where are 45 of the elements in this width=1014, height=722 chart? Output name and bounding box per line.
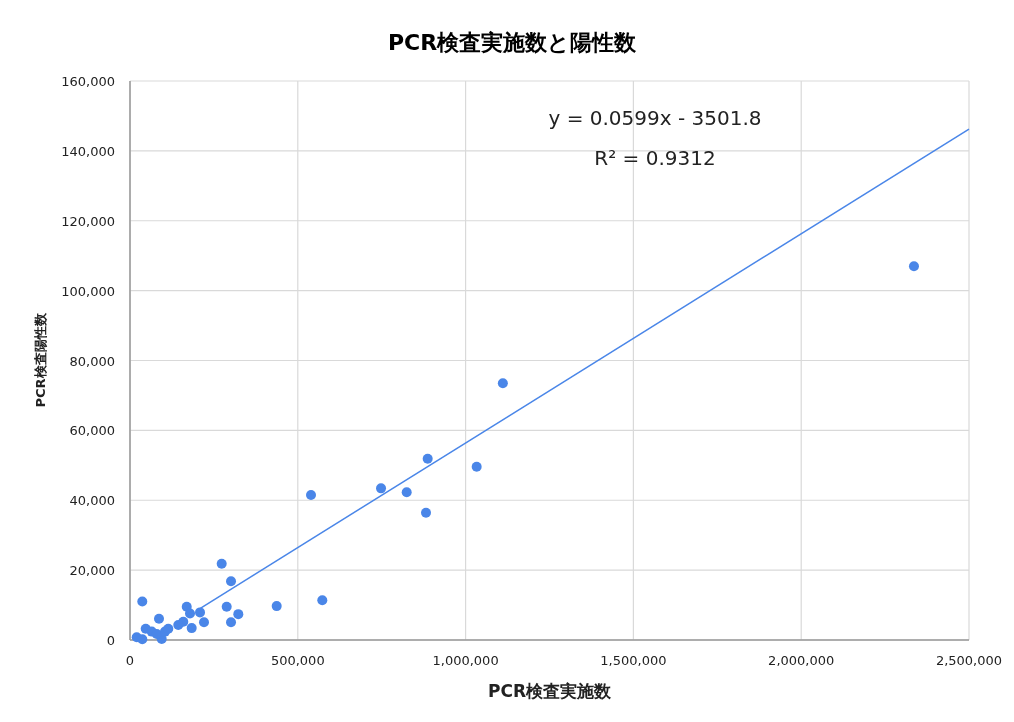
x-axis-title: PCR検査実施数 (487, 681, 613, 701)
point (305, 490, 316, 501)
y-tick-label: 80,000 (69, 353, 115, 369)
point (154, 613, 164, 624)
y-tick-label: 40,000 (69, 493, 115, 509)
y-tick-label: 0 (106, 633, 115, 648)
y-tick-label: 140,000 (61, 143, 115, 159)
point (151, 629, 162, 640)
point (199, 617, 209, 628)
point (908, 261, 919, 272)
x-tick-label: 1,000,000 (432, 653, 499, 668)
point (163, 623, 174, 634)
y-tick-label: 20,000 (69, 563, 115, 579)
point (471, 461, 482, 472)
point (221, 601, 232, 612)
point (195, 607, 206, 618)
point (137, 596, 148, 607)
chart-title: PCR検査実施数と陽性数 (387, 30, 638, 55)
point (173, 619, 184, 630)
point (422, 453, 433, 464)
y-tick-label: 160,000 (61, 74, 115, 89)
point (185, 608, 196, 619)
y-tick-label: 100,000 (61, 283, 115, 299)
y-tick-label: 120,000 (61, 213, 115, 229)
x-tick-label: 2,500,000 (935, 653, 1003, 668)
x-tick-label: 2,000,000 (768, 653, 835, 668)
x-tick-label: 500,000 (270, 653, 325, 668)
point (271, 601, 282, 612)
y-axis-title: PCR検査陽性数 (33, 312, 48, 408)
y-tick-label: 60,000 (69, 423, 115, 439)
point (226, 617, 237, 628)
point (401, 487, 412, 498)
point (137, 634, 148, 645)
point (317, 595, 328, 606)
annotation: y = 0.0599x - 3501.8 (548, 106, 762, 130)
x-tick-label: 1,500,000 (600, 653, 667, 668)
point (421, 507, 431, 518)
point (186, 623, 197, 634)
point (226, 576, 237, 587)
point (216, 558, 227, 569)
point (497, 378, 508, 389)
annotation: R² = 0.9312 (594, 146, 716, 170)
point (233, 609, 244, 620)
x-tick-label: 0 (125, 653, 135, 668)
point (376, 483, 387, 494)
